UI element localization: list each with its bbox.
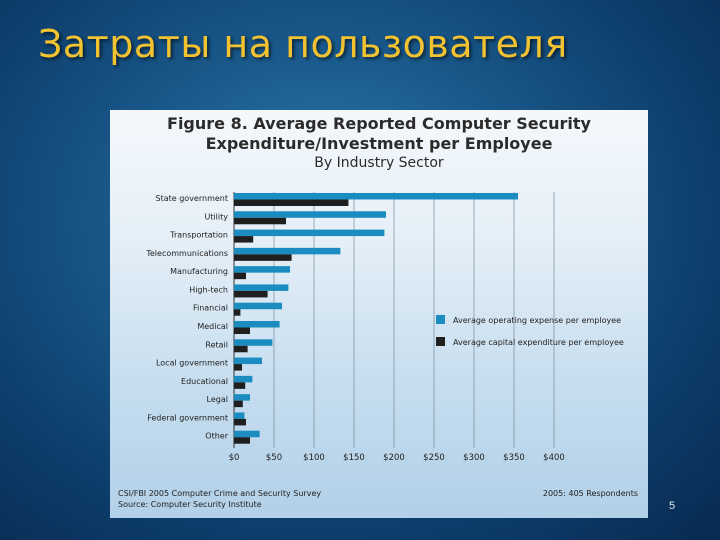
category-label: Federal government	[147, 413, 228, 422]
category-label: Financial	[193, 304, 228, 313]
source-line2: Source: Computer Security Institute	[118, 500, 262, 509]
category-label: Local government	[156, 359, 228, 368]
chart-figure: Figure 8. Average Reported Computer Secu…	[110, 110, 648, 518]
bar-capital-expenditure	[234, 290, 268, 298]
bar-operating-expense	[234, 339, 273, 346]
category-label: Other	[205, 432, 228, 441]
bar-operating-expense	[234, 211, 386, 218]
bar-capital-expenditure	[234, 437, 250, 444]
x-tick-label: $300	[463, 453, 485, 463]
bar-operating-expense	[234, 394, 250, 401]
source-line1: CSI/FBI 2005 Computer Crime and Security…	[118, 489, 322, 498]
bar-capital-expenditure	[234, 217, 286, 225]
x-tick-label: $50	[266, 453, 282, 463]
category-label: Transportation	[169, 231, 228, 240]
slide-title: Затраты на пользователя	[38, 22, 568, 66]
legend-label: Average operating expense per employee	[453, 316, 621, 325]
bar-operating-expense	[234, 229, 385, 237]
bar-capital-expenditure	[234, 309, 241, 316]
bar-capital-expenditure	[234, 400, 243, 408]
chart-subtitle: By Industry Sector	[314, 155, 444, 171]
bar-capital-expenditure	[234, 364, 242, 371]
bar-capital-expenditure	[234, 327, 250, 334]
bar-capital-expenditure	[234, 272, 246, 280]
bar-operating-expense	[234, 266, 290, 273]
legend-swatch	[436, 337, 445, 346]
legend-label: Average capital expenditure per employee	[453, 338, 624, 347]
category-label: High-tech	[189, 285, 228, 294]
category-label: Legal	[207, 395, 228, 404]
bar-operating-expense	[234, 193, 518, 200]
bar-operating-expense	[234, 412, 245, 419]
bar-capital-expenditure	[234, 382, 246, 389]
chart-source: CSI/FBI 2005 Computer Crime and Security…	[118, 488, 321, 510]
category-label: Utility	[204, 212, 228, 221]
bar-operating-expense	[234, 302, 282, 310]
bar-capital-expenditure	[234, 236, 254, 243]
x-tick-label: $400	[543, 453, 565, 463]
chart-title-line1: Figure 8. Average Reported Computer Secu…	[167, 114, 591, 133]
x-tick-label: $250	[423, 453, 445, 463]
category-label: Telecommunications	[145, 249, 228, 258]
category-label: State government	[156, 194, 229, 203]
chart-title-line2: Expenditure/Investment per Employee	[205, 134, 553, 153]
x-tick-label: $0	[229, 453, 240, 463]
bar-capital-expenditure	[234, 199, 349, 206]
bar-capital-expenditure	[234, 418, 246, 426]
bar-operating-expense	[234, 430, 260, 438]
x-tick-label: $150	[343, 453, 365, 463]
bar-operating-expense	[234, 247, 341, 255]
bar-operating-expense	[234, 375, 253, 383]
category-label: Medical	[197, 322, 228, 331]
bar-operating-expense	[234, 284, 289, 291]
bar-chart: $0 $50 $100 $150 $200 $250 $300 $350 $400 State g…	[145, 192, 624, 463]
bar-capital-expenditure	[234, 254, 292, 261]
category-label: Educational	[181, 377, 228, 386]
category-label: Retail	[205, 340, 228, 349]
chart-respondents: 2005: 405 Respondents	[542, 489, 638, 498]
bar-capital-expenditure	[234, 345, 248, 353]
legend-swatch	[436, 315, 445, 324]
x-tick-label: $200	[383, 453, 405, 463]
bar-operating-expense	[234, 321, 280, 328]
slide-number: 5	[669, 500, 676, 512]
category-label: Manufacturing	[170, 267, 228, 276]
x-tick-label: $350	[503, 453, 525, 463]
bar-operating-expense	[234, 357, 262, 365]
x-tick-label: $100	[303, 453, 325, 463]
